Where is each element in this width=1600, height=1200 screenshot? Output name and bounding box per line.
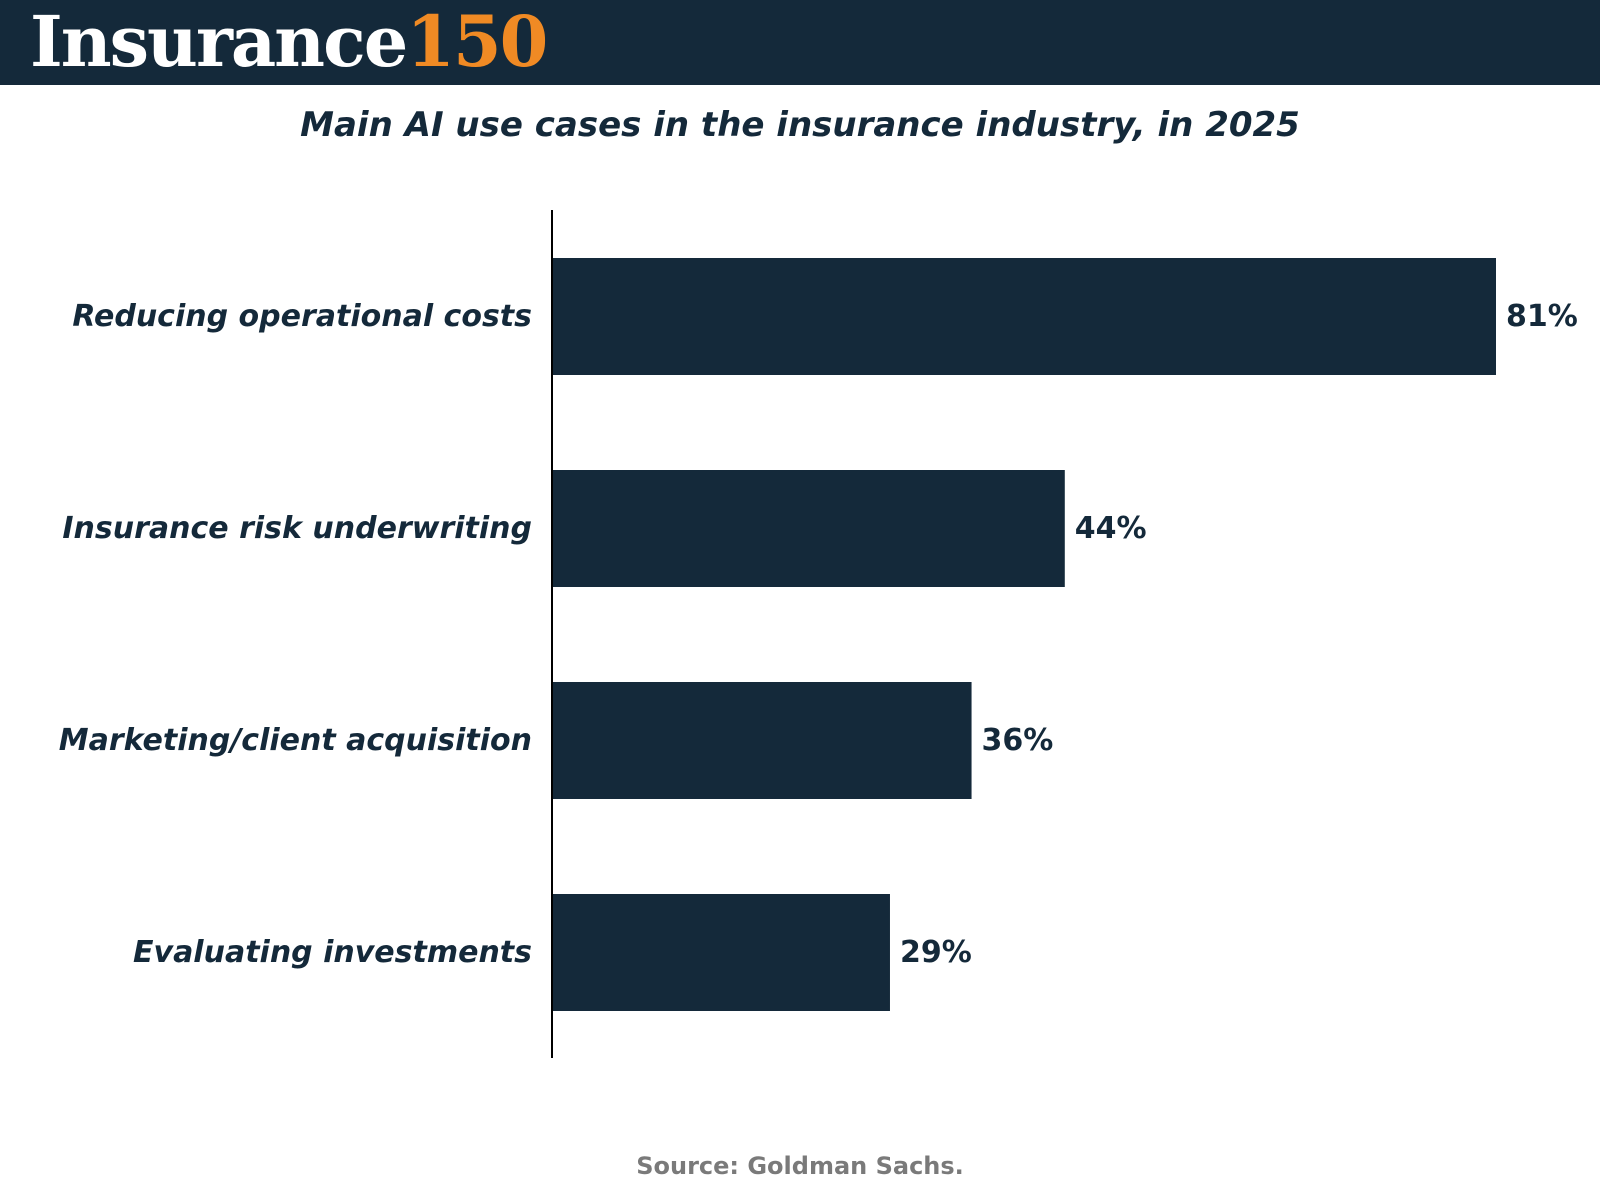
bar-4 (552, 894, 890, 1011)
value-label-3: 36% (982, 723, 1054, 758)
logo-number: 150 (406, 0, 548, 83)
chart-title: Main AI use cases in the insurance indus… (300, 105, 1300, 145)
value-label-1: 81% (1506, 299, 1578, 334)
bar-chart: Reducing operational costs 81% Insurance r… (59, 210, 1578, 1058)
value-label-4: 29% (900, 935, 972, 970)
value-label-2: 44% (1075, 511, 1147, 546)
logo-word: Insurance (30, 0, 408, 83)
bar-2 (552, 470, 1065, 587)
header-bar: Insurance150 (0, 0, 1600, 85)
category-label-3: Marketing/client acquisition (59, 723, 532, 758)
bars-layer: Reducing operational costs 81% Insurance r… (59, 258, 1578, 1011)
brand-logo[interactable]: Insurance150 (30, 0, 548, 83)
category-label-4: Evaluating investments (133, 935, 532, 970)
bar-1 (552, 258, 1496, 375)
category-label-1: Reducing operational costs (72, 299, 532, 334)
category-label-2: Insurance risk underwriting (62, 511, 532, 546)
source-note: Source: Goldman Sachs. (636, 1152, 964, 1180)
bar-3 (552, 682, 972, 799)
